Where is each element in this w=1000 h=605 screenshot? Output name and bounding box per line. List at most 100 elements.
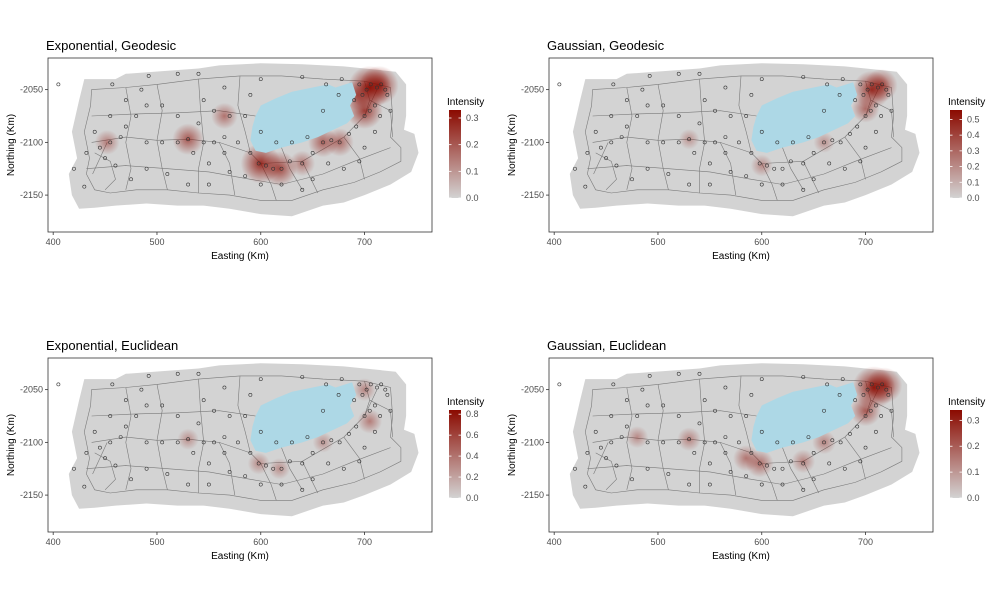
network-line	[94, 452, 116, 491]
event-point	[175, 140, 180, 145]
event-point	[858, 159, 863, 164]
legend-tick-label: 0.2	[466, 472, 479, 482]
event-point	[362, 445, 367, 450]
event-point	[321, 440, 325, 445]
event-point	[337, 140, 342, 145]
event-point	[321, 140, 325, 145]
event-point	[289, 140, 294, 145]
event-point	[258, 429, 263, 434]
network-line	[699, 379, 706, 493]
event-point	[879, 414, 884, 418]
event-point	[72, 166, 76, 171]
network-line	[218, 142, 236, 196]
event-point	[84, 151, 89, 155]
event-point	[134, 414, 139, 418]
event-point	[759, 482, 764, 487]
y-axis-label: Northing (Km)	[507, 114, 518, 176]
event-point	[186, 137, 191, 142]
event-point	[876, 385, 880, 390]
event-point	[144, 403, 149, 408]
panel-border	[47, 57, 433, 233]
event-point	[645, 140, 650, 145]
x-tick-label: 700	[357, 237, 372, 247]
event-point	[279, 166, 284, 171]
intensity-hotspot	[247, 452, 270, 475]
event-point	[300, 461, 305, 466]
event-point	[811, 451, 816, 455]
event-point	[749, 451, 754, 455]
event-point	[108, 140, 113, 145]
x-tick-label: 600	[754, 537, 769, 547]
event-point	[604, 156, 608, 161]
event-point	[825, 82, 830, 87]
event-point	[723, 151, 728, 155]
event-point	[676, 371, 681, 376]
event-point	[874, 429, 878, 434]
event-point	[863, 114, 868, 118]
event-point	[310, 477, 315, 482]
network-line	[218, 442, 236, 496]
event-point	[287, 459, 292, 464]
event-point	[310, 151, 315, 155]
event-point	[749, 93, 754, 97]
event-point	[357, 82, 362, 87]
event-point	[624, 124, 629, 129]
event-point	[611, 82, 616, 87]
x-tick-label: 400	[46, 537, 61, 547]
event-point	[212, 440, 216, 445]
region-boundary	[83, 75, 402, 201]
event-point	[801, 75, 806, 79]
event-point	[222, 135, 227, 139]
event-point	[118, 435, 123, 439]
intensity-hotspot	[733, 445, 760, 472]
event-point	[609, 140, 614, 145]
event-point	[728, 469, 733, 474]
event-point	[341, 166, 346, 171]
region-boundary	[83, 375, 402, 501]
network-line	[844, 136, 866, 180]
event-point	[360, 93, 365, 97]
legend-tick-label: 0.3	[967, 415, 980, 425]
event-point	[274, 440, 279, 445]
intensity-hotspot	[791, 449, 816, 474]
event-point	[227, 414, 232, 418]
legend-tick-label: 0.0	[967, 493, 980, 503]
event-point	[256, 461, 261, 466]
event-point	[858, 82, 863, 87]
event-point	[364, 387, 369, 392]
legend-colorbar	[950, 410, 962, 498]
network-line	[125, 87, 132, 190]
plot-area	[557, 363, 920, 517]
network-line	[699, 79, 706, 193]
intensity-hotspot	[678, 128, 700, 150]
event-point	[676, 414, 681, 418]
event-point	[310, 451, 315, 455]
event-point	[243, 414, 248, 418]
event-point	[630, 477, 634, 482]
event-point	[264, 163, 268, 168]
event-point	[373, 129, 377, 134]
event-point	[676, 140, 681, 145]
y-tick-label: -2050	[521, 385, 544, 395]
intensity-hotspot	[172, 123, 204, 155]
event-point	[123, 398, 128, 403]
legend-colorbar	[449, 410, 461, 498]
event-point	[206, 461, 211, 466]
event-point	[759, 377, 764, 381]
event-point	[352, 398, 357, 403]
event-point	[728, 114, 733, 118]
event-point	[385, 93, 390, 97]
network-line	[657, 384, 669, 490]
event-point	[206, 482, 211, 487]
event-point	[790, 140, 795, 145]
event-point	[863, 145, 868, 150]
intensity-hotspot	[357, 408, 383, 434]
event-point	[744, 414, 749, 418]
plot-area	[56, 363, 419, 517]
event-point	[780, 466, 785, 471]
event-point	[82, 184, 87, 189]
lake	[751, 82, 858, 153]
event-point	[103, 456, 107, 461]
event-point	[300, 75, 305, 79]
